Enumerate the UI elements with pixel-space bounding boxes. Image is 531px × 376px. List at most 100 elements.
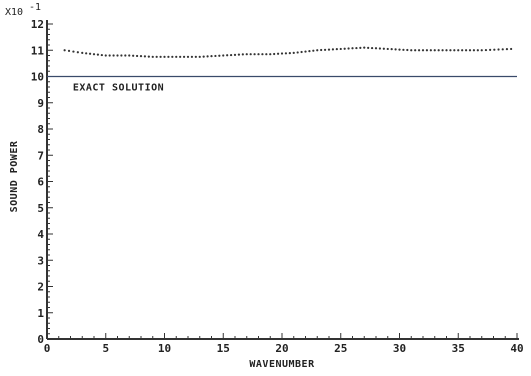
- numerical-point: [237, 53, 241, 56]
- numerical-point: [386, 47, 389, 51]
- numerical-point: [143, 55, 147, 58]
- numerical-point: [276, 52, 280, 55]
- numerical-point: [421, 49, 425, 52]
- numerical-point: [249, 53, 252, 56]
- numerical-point: [67, 49, 71, 53]
- y-tick-label: 7: [37, 149, 44, 162]
- numerical-point: [367, 46, 370, 49]
- numerical-point: [194, 55, 197, 58]
- numerical-point: [186, 55, 190, 58]
- numerical-point: [265, 53, 268, 56]
- y-tick-label: 8: [37, 123, 44, 136]
- x-tick-label: 30: [393, 342, 406, 355]
- numerical-point: [214, 54, 217, 58]
- numerical-point: [457, 49, 460, 52]
- series: [47, 46, 517, 78]
- numerical-point: [96, 53, 100, 56]
- numerical-point: [120, 54, 123, 57]
- numerical-point: [441, 49, 444, 52]
- numerical-point: [288, 51, 291, 55]
- x-tick-label: 40: [510, 342, 523, 355]
- numerical-point: [108, 54, 111, 57]
- numerical-point: [116, 54, 119, 57]
- x-tick-label: 20: [275, 342, 288, 355]
- numerical-point: [464, 49, 468, 52]
- numerical-point: [88, 52, 92, 55]
- y-multiplier-label: X10: [5, 7, 23, 18]
- x-tick-label: 15: [217, 342, 230, 355]
- y-axis-title: SOUND POWER: [9, 140, 20, 212]
- numerical-point: [402, 48, 405, 51]
- numerical-point: [355, 46, 358, 50]
- numerical-point: [85, 52, 88, 55]
- y-tick-label: 12: [31, 18, 44, 31]
- numerical-point: [363, 46, 366, 49]
- numerical-point: [81, 51, 84, 54]
- numerical-point: [327, 48, 331, 51]
- y-tick-label: 0: [37, 333, 44, 346]
- numerical-point: [480, 49, 483, 52]
- numerical-point: [171, 55, 174, 58]
- numerical-point: [100, 53, 103, 57]
- numerical-point: [410, 49, 413, 52]
- x-tick-label: 5: [102, 342, 109, 355]
- numerical-point: [445, 49, 448, 52]
- numerical-point: [206, 55, 209, 58]
- numerical-point: [429, 49, 432, 52]
- numerical-point: [112, 54, 115, 57]
- numerical-point: [425, 49, 429, 52]
- numerical-point: [339, 47, 342, 51]
- numerical-point: [316, 49, 319, 52]
- numerical-point: [253, 53, 256, 56]
- numerical-point: [210, 55, 213, 58]
- numerical-point: [163, 55, 166, 58]
- x-axis-title: WAVENUMBER: [249, 359, 315, 370]
- numerical-point: [179, 55, 182, 58]
- numerical-point: [510, 47, 513, 51]
- numerical-point: [284, 52, 288, 55]
- numerical-point: [398, 48, 401, 51]
- numerical-point: [63, 49, 66, 52]
- numerical-point: [308, 50, 311, 53]
- axes: [46, 20, 519, 340]
- numerical-point: [280, 52, 284, 55]
- numerical-point: [167, 55, 170, 58]
- y-tick-label: 9: [37, 97, 44, 110]
- numerical-point: [190, 55, 194, 58]
- numerical-point: [229, 53, 233, 57]
- numerical-point: [370, 46, 374, 50]
- numerical-point: [476, 49, 479, 52]
- numerical-point: [76, 51, 79, 54]
- numerical-point: [505, 48, 509, 51]
- numerical-point: [198, 55, 201, 58]
- numerical-point: [257, 53, 260, 56]
- y-tick-label: 4: [37, 228, 44, 241]
- numerical-point: [128, 54, 131, 57]
- numerical-point: [343, 47, 346, 50]
- numerical-point: [359, 46, 362, 49]
- y-tick-label: 6: [37, 176, 44, 189]
- numerical-point: [501, 48, 504, 51]
- numerical-point: [468, 49, 472, 52]
- numerical-point: [132, 54, 135, 57]
- numerical-point: [320, 48, 323, 52]
- x-tick-label: 0: [44, 342, 51, 355]
- numerical-point: [453, 49, 456, 52]
- numerical-point: [151, 55, 154, 58]
- y-tick-label: 3: [37, 254, 44, 267]
- numerical-point: [135, 54, 139, 58]
- numerical-point: [437, 49, 440, 52]
- numerical-point: [433, 49, 436, 52]
- numerical-point: [241, 53, 244, 56]
- numerical-point: [296, 51, 299, 54]
- x-tick-label: 25: [334, 342, 347, 355]
- numerical-point: [497, 48, 500, 51]
- numerical-point: [92, 53, 96, 56]
- numerical-point: [394, 48, 397, 51]
- numerical-point: [72, 50, 75, 53]
- numerical-point: [335, 48, 338, 51]
- numerical-point: [351, 47, 354, 50]
- numerical-point: [147, 55, 150, 58]
- numerical-point: [323, 48, 327, 51]
